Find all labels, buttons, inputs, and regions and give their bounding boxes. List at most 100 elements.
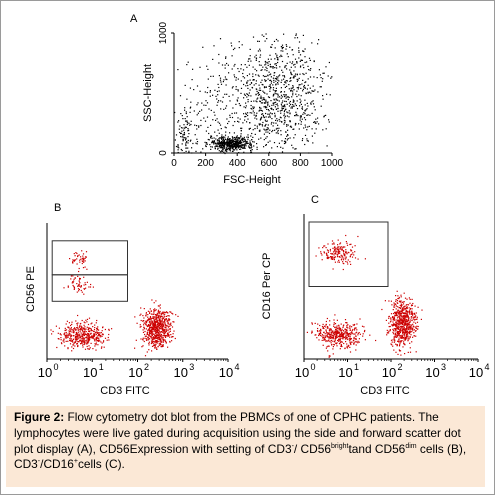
data-point — [308, 57, 311, 59]
data-point — [330, 337, 332, 339]
data-point — [218, 140, 220, 143]
data-point — [161, 337, 163, 339]
data-point — [220, 151, 222, 153]
data-point — [240, 140, 242, 142]
data-point — [306, 88, 308, 90]
data-point — [411, 310, 413, 312]
data-point — [272, 109, 274, 111]
data-point — [343, 330, 345, 332]
data-point — [270, 80, 273, 82]
data-point — [405, 320, 407, 322]
data-point — [296, 78, 298, 80]
data-point — [205, 143, 207, 145]
data-point — [247, 80, 249, 82]
data-point — [245, 105, 247, 107]
data-point — [275, 101, 277, 103]
caption-sup-1: - — [291, 442, 294, 450]
data-point — [340, 259, 343, 261]
data-point — [326, 145, 328, 147]
data-point — [398, 323, 400, 325]
data-point — [242, 69, 245, 71]
data-point — [267, 131, 269, 133]
data-point — [315, 118, 317, 120]
data-point — [407, 316, 409, 318]
data-point — [77, 255, 79, 258]
data-point — [87, 339, 89, 341]
data-point — [221, 142, 223, 144]
data-point — [210, 75, 212, 77]
data-point — [159, 338, 161, 340]
data-point — [151, 337, 153, 339]
data-point — [252, 75, 254, 78]
data-point — [222, 139, 225, 141]
data-point — [262, 121, 264, 124]
data-point — [301, 108, 304, 110]
data-point — [83, 341, 86, 343]
data-point — [200, 124, 202, 127]
data-point — [88, 327, 90, 329]
data-point — [151, 345, 154, 347]
data-point — [241, 127, 243, 129]
data-point — [165, 318, 168, 320]
data-point — [71, 335, 73, 337]
data-point — [265, 33, 267, 35]
data-point — [154, 331, 156, 333]
data-point — [310, 102, 312, 104]
data-point — [149, 308, 151, 310]
data-point — [77, 327, 79, 329]
data-point — [69, 338, 71, 340]
data-point — [267, 74, 269, 76]
data-point — [159, 323, 161, 325]
data-point — [143, 328, 146, 330]
data-point — [161, 336, 163, 338]
data-point — [166, 324, 168, 326]
data-point — [357, 258, 359, 260]
data-point — [397, 323, 399, 325]
data-point — [260, 89, 262, 91]
data-point — [327, 250, 329, 252]
data-point — [241, 143, 243, 145]
data-point — [77, 288, 80, 290]
data-point — [167, 332, 169, 334]
data-point — [168, 320, 170, 322]
data-point — [72, 262, 74, 264]
data-point — [229, 116, 231, 118]
data-point — [190, 123, 192, 126]
data-point — [325, 323, 327, 325]
data-point — [83, 327, 85, 329]
data-point — [284, 140, 286, 142]
data-point — [338, 261, 340, 263]
data-point — [337, 239, 339, 241]
data-point — [74, 255, 76, 257]
data-point — [239, 145, 241, 147]
data-point — [225, 84, 227, 86]
data-point — [354, 341, 356, 343]
data-point — [171, 312, 173, 314]
data-point — [75, 341, 77, 343]
data-point — [398, 296, 400, 298]
data-point — [83, 343, 85, 346]
data-point — [275, 122, 277, 124]
data-point — [246, 75, 248, 77]
data-point — [266, 106, 268, 108]
data-point — [412, 318, 414, 320]
data-point — [316, 77, 318, 79]
data-point — [145, 324, 147, 326]
data-point — [224, 138, 227, 141]
data-point — [149, 322, 151, 324]
data-point — [397, 326, 399, 328]
data-point — [286, 62, 288, 64]
data-point — [322, 326, 324, 328]
data-point — [256, 118, 258, 120]
data-point — [227, 136, 229, 138]
data-point — [259, 50, 261, 52]
data-point — [238, 142, 240, 144]
data-point — [277, 96, 279, 98]
data-point — [336, 319, 338, 321]
data-point — [253, 106, 255, 108]
data-point — [340, 246, 342, 249]
data-point — [206, 92, 208, 94]
data-point — [232, 94, 234, 96]
data-point — [335, 247, 337, 249]
data-point — [345, 322, 347, 324]
